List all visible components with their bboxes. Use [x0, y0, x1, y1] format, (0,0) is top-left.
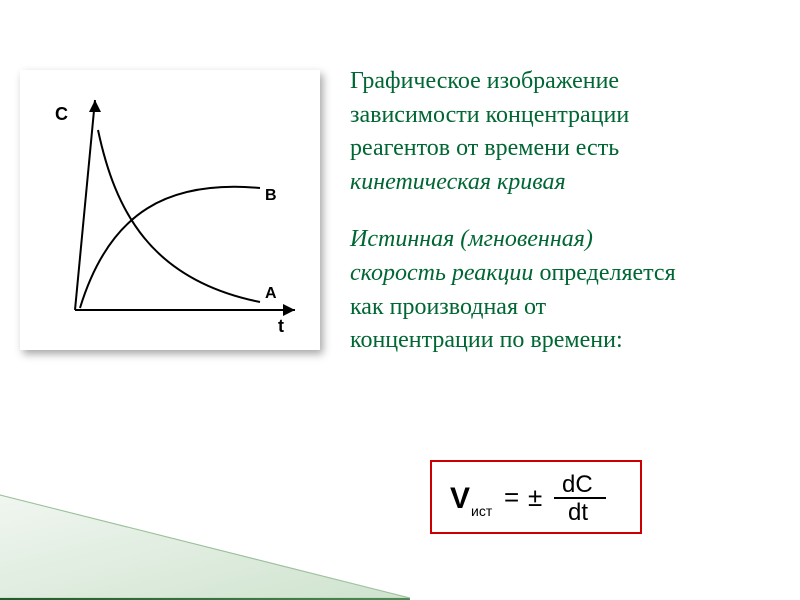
p2-l3: концентрации по времени:: [350, 327, 623, 353]
chart-svg: C t A B: [20, 70, 320, 350]
formula-eq: =: [504, 482, 519, 512]
formula-pm: ±: [528, 482, 542, 512]
decorative-wedge: [0, 450, 410, 600]
x-axis-arrow: [283, 304, 295, 316]
wedge-edge: [0, 490, 410, 598]
y-axis-arrow: [89, 100, 101, 112]
formula-lhs-sub: ист: [471, 503, 493, 519]
kinetic-curve-chart: C t A B: [20, 70, 320, 350]
curve-a: [98, 130, 260, 302]
p1-line1: Графическое изображение: [350, 68, 619, 94]
x-axis-label: t: [278, 316, 284, 336]
y-axis-label: C: [55, 104, 68, 124]
p1-line2: зависимости концентрации: [350, 102, 629, 128]
description-text: Графическое изображение зависимости конц…: [350, 65, 790, 358]
p2-l1a: Истинная (мгновенная): [350, 226, 593, 252]
p1-line3: реагентов от времени есть: [350, 135, 619, 161]
p2-l1b: скорость реакции: [350, 260, 533, 286]
para1: Графическое изображение зависимости конц…: [350, 65, 790, 199]
wedge-light: [0, 490, 410, 598]
formula-lhs: V: [450, 482, 470, 515]
p2-l1c: определяется: [533, 260, 675, 286]
formula-box: V ист = ± dC dt: [430, 460, 642, 534]
p2-l2: как производная от: [350, 294, 546, 320]
para2: Истинная (мгновенная) скорость реакции о…: [350, 223, 790, 357]
curve-b: [80, 187, 260, 308]
curve-a-label: A: [265, 285, 277, 302]
formula-svg: V ист = ± dC dt: [446, 470, 626, 526]
formula-numer: dC: [562, 471, 593, 498]
curve-b-label: B: [265, 187, 277, 204]
formula-denom: dt: [568, 499, 588, 526]
p1-line4: кинетическая кривая: [350, 169, 566, 195]
y-axis: [75, 100, 95, 310]
